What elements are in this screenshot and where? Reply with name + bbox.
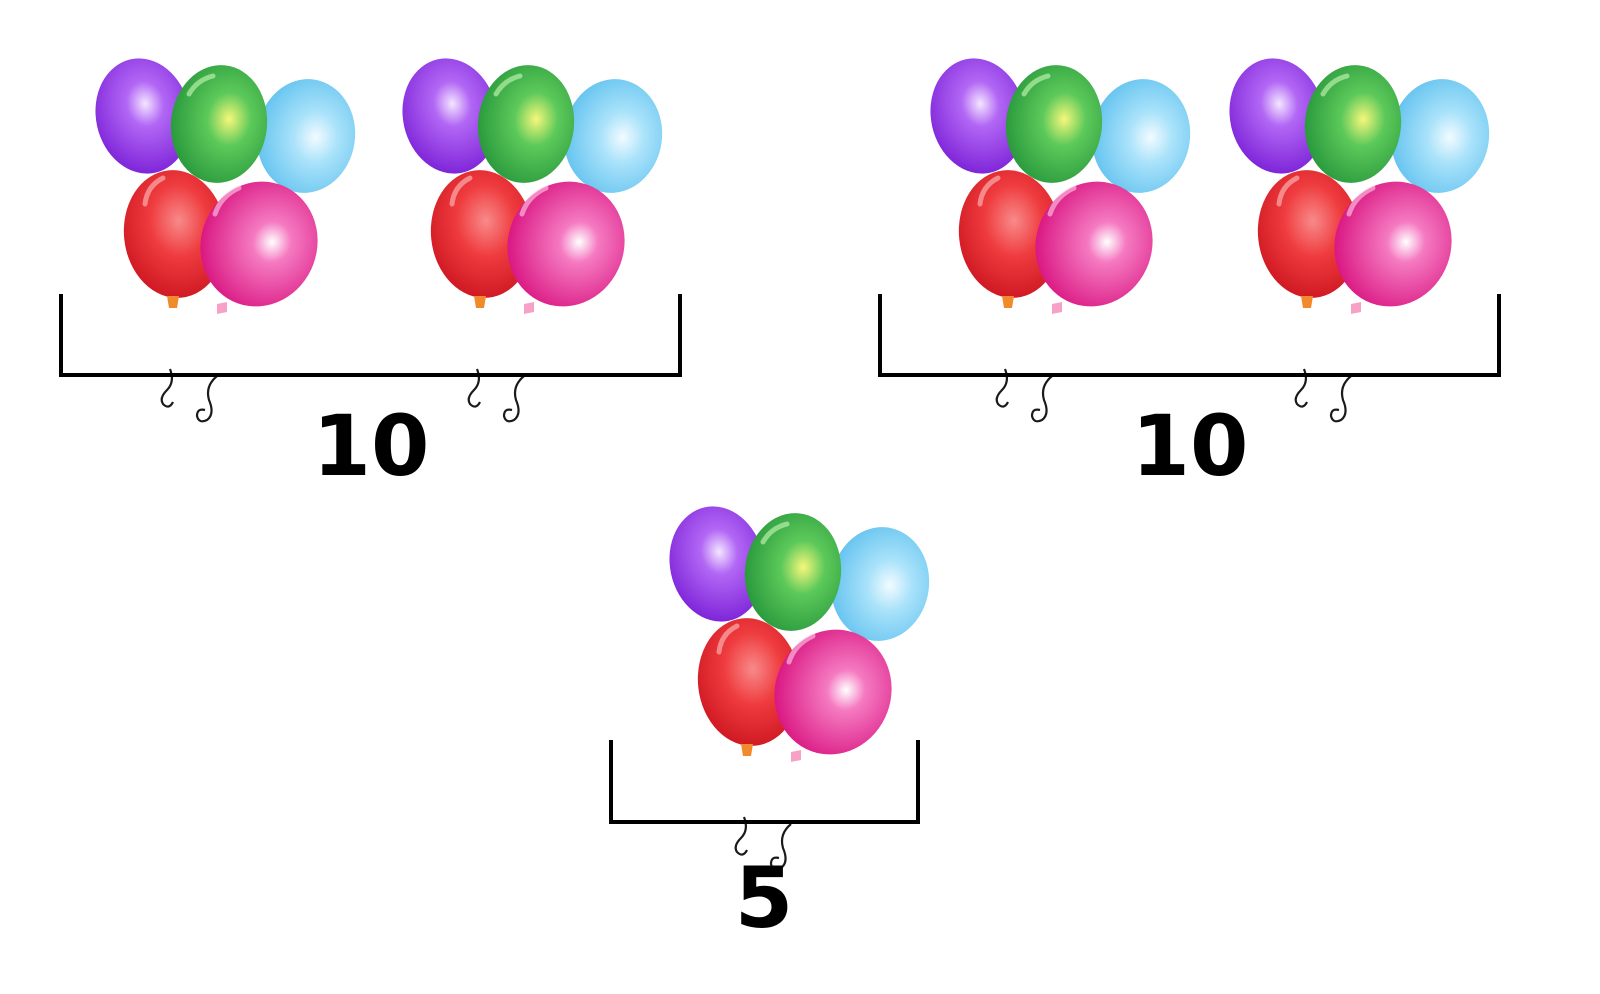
group-total-label-right: 10 bbox=[1131, 397, 1249, 495]
balloon-bunch bbox=[85, 49, 362, 421]
group-total-label-bottom: 5 bbox=[734, 849, 794, 947]
grouping-bracket bbox=[878, 294, 1501, 377]
balloon-bunch bbox=[659, 497, 936, 869]
balloon-bunch bbox=[1219, 49, 1496, 421]
balloon-group-right bbox=[878, 49, 1501, 421]
balloon-group-left bbox=[59, 49, 682, 421]
group-total-label-left: 10 bbox=[312, 397, 430, 495]
balloon-group-bottom bbox=[609, 497, 936, 869]
balloon-bunch bbox=[392, 49, 669, 421]
balloon-bunch bbox=[920, 49, 1197, 421]
grouping-bracket bbox=[609, 740, 920, 824]
grouping-bracket bbox=[59, 294, 682, 377]
